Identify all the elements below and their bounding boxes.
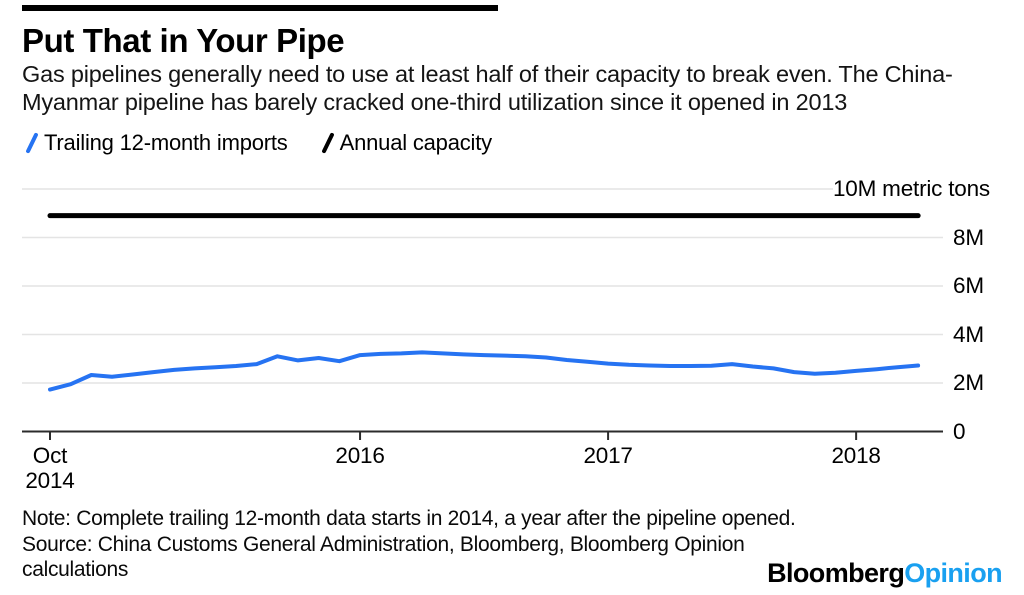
source-line-2: calculations xyxy=(22,558,129,581)
note-source: Note: Complete trailing 12-month data st… xyxy=(22,506,842,583)
chart-legend: Trailing 12-month imports Annual capacit… xyxy=(25,130,493,156)
note-line: Note: Complete trailing 12-month data st… xyxy=(22,507,796,530)
y-axis-label-6M: 6M xyxy=(953,273,984,298)
legend-label-capacity: Annual capacity xyxy=(339,130,493,155)
source-line: Source: China Customs General Administra… xyxy=(22,532,745,556)
logo-bloomberg: Bloomberg xyxy=(767,558,905,588)
subtitle-line-2: Myanmar pipeline has barely cracked one-… xyxy=(22,89,848,115)
legend-label-imports: Trailing 12-month imports xyxy=(44,130,288,155)
blue-slash-icon xyxy=(25,132,39,154)
imports-line xyxy=(48,350,921,392)
chart-subtitle: Gas pipelines generally need to use at l… xyxy=(22,60,1002,116)
x-axis-label-2017: 2017 xyxy=(583,443,633,468)
x-axis-label-2018: 2018 xyxy=(831,443,881,468)
y-axis-label-4M: 4M xyxy=(953,321,984,347)
y-axis-label-8M: 8M xyxy=(953,224,984,250)
bloomberg-opinion-logo: BloombergOpinion xyxy=(767,558,1002,589)
x-axis-sublabel-2014: 2014 xyxy=(25,468,75,493)
top-accent-bar xyxy=(22,5,498,11)
subtitle-line-1: Gas pipelines generally need to use at l… xyxy=(22,61,953,87)
y-axis-label-0: 0 xyxy=(953,418,966,444)
x-axis-label-Oct: Oct xyxy=(32,443,68,468)
black-slash-icon xyxy=(320,132,335,154)
legend-item-capacity: Annual capacity xyxy=(320,130,493,156)
legend-item-imports: Trailing 12-month imports xyxy=(25,130,288,156)
y-axis-unit-label: 10M metric tons xyxy=(832,176,990,201)
x-axis-label-2016: 2016 xyxy=(335,443,385,468)
chart-title: Put That in Your Pipe xyxy=(22,22,345,59)
logo-opinion: Opinion xyxy=(904,558,1002,588)
y-axis-label-2M: 2M xyxy=(953,370,984,395)
